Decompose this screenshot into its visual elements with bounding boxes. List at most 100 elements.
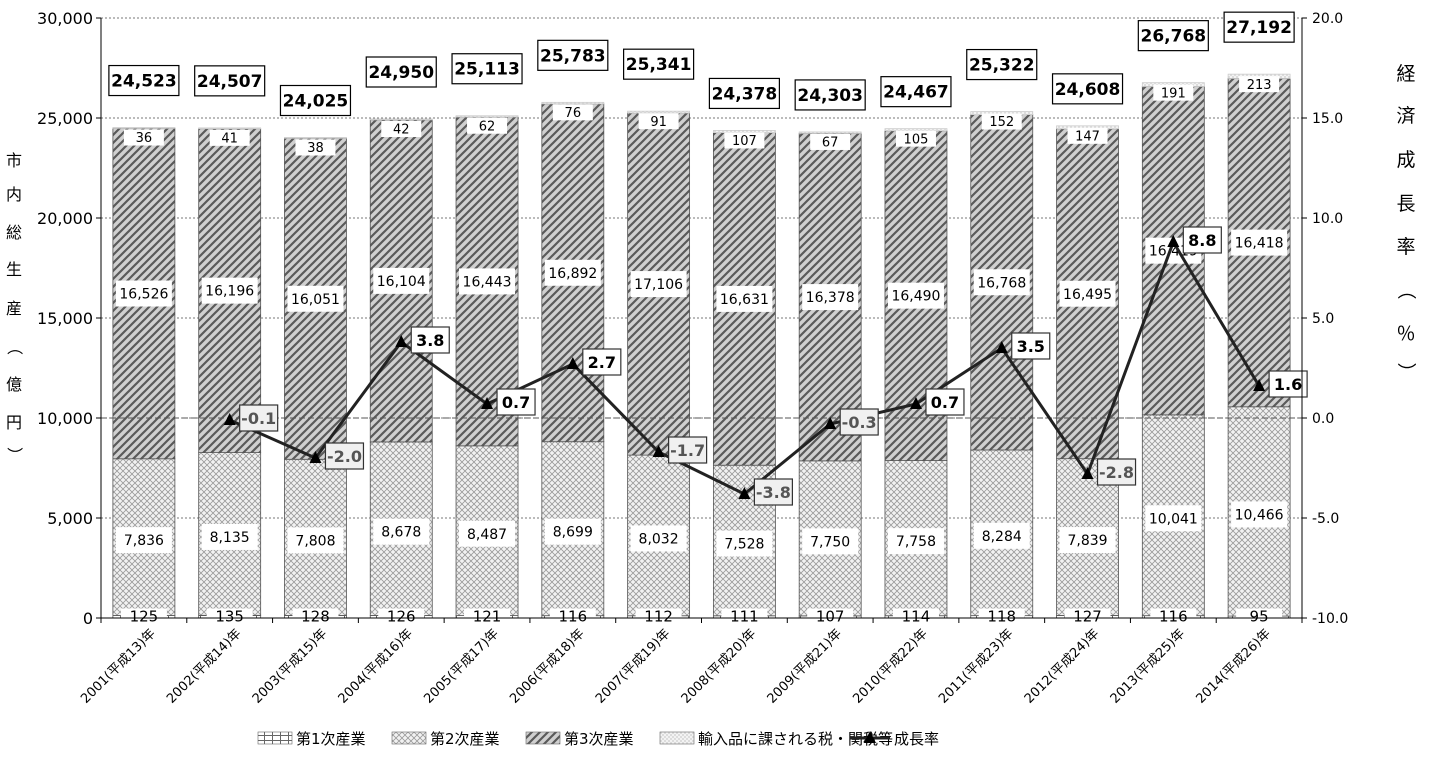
x-category-label: 2010(平成22)年 xyxy=(850,626,930,706)
x-category-label: 2014(平成26)年 xyxy=(1193,626,1273,706)
total-label: 25,113 xyxy=(454,60,520,80)
growth-label-box xyxy=(1011,332,1051,360)
value-label-secondary-bg xyxy=(1231,501,1288,528)
value-label-import-tax-bg xyxy=(295,139,336,156)
bar-segment-import-tax xyxy=(198,127,262,130)
value-label-import-tax: 36 xyxy=(136,131,153,146)
bar-segment-import-tax xyxy=(369,118,433,121)
total-label: 24,523 xyxy=(111,72,177,92)
growth-marker xyxy=(824,417,837,429)
x-category-label: 2008(平成20)年 xyxy=(679,626,759,706)
total-label: 27,192 xyxy=(1226,18,1292,38)
x-category-label: 2001(平成13)年 xyxy=(78,626,158,706)
total-label-box xyxy=(537,39,609,71)
value-label-secondary: 8,487 xyxy=(467,527,507,543)
growth-label-box xyxy=(668,436,708,464)
y-axis-title-char: 総 xyxy=(6,223,22,242)
x-category-label: 2002(平成14)年 xyxy=(164,626,244,706)
value-label-primary: 125 xyxy=(130,607,159,625)
growth-label-box xyxy=(839,408,879,436)
value-label-secondary: 7,528 xyxy=(724,537,764,553)
value-label-primary-bg xyxy=(292,608,339,624)
growth-label-box xyxy=(753,478,793,506)
value-label-tertiary: 16,443 xyxy=(463,274,512,290)
value-label-import-tax: 91 xyxy=(650,115,667,130)
value-label-tertiary-bg xyxy=(887,282,944,309)
y-axis-title-char: 市 xyxy=(6,151,22,170)
value-label-import-tax-bg xyxy=(209,129,250,146)
growth-label-box xyxy=(582,348,622,376)
y2-tick-label: 10.0 xyxy=(1312,211,1343,227)
total-label-box xyxy=(451,53,523,85)
value-label-secondary: 7,836 xyxy=(124,533,164,549)
value-label-tertiary: 16,631 xyxy=(720,292,769,308)
total-label-box xyxy=(1137,20,1209,52)
value-label-primary-bg xyxy=(206,608,253,624)
total-label-box xyxy=(708,77,780,110)
value-label-secondary: 8,135 xyxy=(210,530,250,546)
legend-label: 輸入品に課される税・関税等 xyxy=(698,730,893,748)
value-label-primary: 111 xyxy=(730,607,759,625)
value-label-primary: 112 xyxy=(644,607,673,625)
growth-line: -0.1 -2.0 3.8 0.7 2.7 -1.7 -3.8 -0.3 0.7 3.5 -2.8 8… xyxy=(101,226,1308,506)
x-category-label: 2003(平成15)年 xyxy=(250,626,330,706)
x-category-label: 2009(平成21)年 xyxy=(765,626,845,706)
value-label-primary: 118 xyxy=(987,607,1016,625)
total-label-box xyxy=(623,48,695,80)
value-label-primary-bg xyxy=(1236,608,1283,624)
value-labels: 125 7,836 16,526 36 135 8,135 16,196 41 128 7,808… xyxy=(108,11,1295,625)
bar-segment-import-tax xyxy=(112,127,176,129)
total-label: 24,507 xyxy=(197,72,263,92)
y-axis-title-char: （ xyxy=(5,339,24,355)
value-label-tertiary: 16,768 xyxy=(977,275,1026,291)
total-label: 25,783 xyxy=(540,46,606,66)
value-label-import-tax-bg xyxy=(810,133,851,150)
value-label-tertiary-bg xyxy=(802,284,859,311)
value-label-import-tax: 191 xyxy=(1161,86,1186,101)
y-axis-title-char: 生 xyxy=(6,260,22,279)
x-category-label: 2007(平成19)年 xyxy=(593,626,673,706)
growth-marker xyxy=(1167,235,1180,247)
legend-label: 第1次産業 xyxy=(296,730,366,748)
value-label-import-tax: 76 xyxy=(565,106,582,121)
value-label-secondary-bg xyxy=(1145,505,1202,532)
value-label-import-tax-bg xyxy=(895,130,936,147)
value-label-primary: 126 xyxy=(387,607,416,625)
value-label-primary-bg xyxy=(549,608,596,624)
value-label-import-tax: 42 xyxy=(393,123,410,138)
value-label-import-tax-bg xyxy=(1067,127,1108,144)
y-tick-label: 20,000 xyxy=(37,209,93,228)
legend-swatch xyxy=(257,731,293,745)
growth-marker xyxy=(309,451,322,463)
growth-label: 0.7 xyxy=(502,393,530,412)
growth-label: -3.8 xyxy=(756,483,791,502)
y2-axis-title-char: 率 xyxy=(1396,236,1415,258)
x-category-label: 2004(平成16)年 xyxy=(336,626,416,706)
y-axis-title-char: 内 xyxy=(6,185,22,204)
y-axis-title-char: ） xyxy=(5,447,24,463)
value-label-secondary: 8,699 xyxy=(553,525,593,541)
value-label-tertiary: 16,526 xyxy=(119,287,168,303)
value-label-secondary-bg xyxy=(973,522,1030,549)
value-label-tertiary: 16,892 xyxy=(548,266,597,282)
y2-tick-label: 15.0 xyxy=(1312,111,1343,127)
value-label-tertiary-bg xyxy=(630,271,687,298)
y2-tick-label: -5.0 xyxy=(1312,511,1339,527)
total-label-box xyxy=(194,65,266,97)
total-label: 25,341 xyxy=(626,55,692,75)
growth-label-box xyxy=(496,388,536,416)
legend-label: 第2次産業 xyxy=(430,730,500,748)
value-label-tertiary: 16,490 xyxy=(891,289,940,305)
value-label-tertiary-bg xyxy=(459,268,516,295)
value-label-primary-bg xyxy=(378,608,425,624)
value-label-import-tax: 38 xyxy=(307,141,324,156)
bar-segment-import-tax xyxy=(455,115,519,118)
value-label-secondary-bg xyxy=(1059,527,1116,554)
growth-marker xyxy=(395,335,408,347)
value-label-primary-bg xyxy=(464,608,511,624)
growth-label: 0.7 xyxy=(931,393,959,412)
value-label-tertiary-bg xyxy=(115,280,172,307)
growth-marker xyxy=(652,445,665,457)
total-label-box xyxy=(966,48,1038,81)
